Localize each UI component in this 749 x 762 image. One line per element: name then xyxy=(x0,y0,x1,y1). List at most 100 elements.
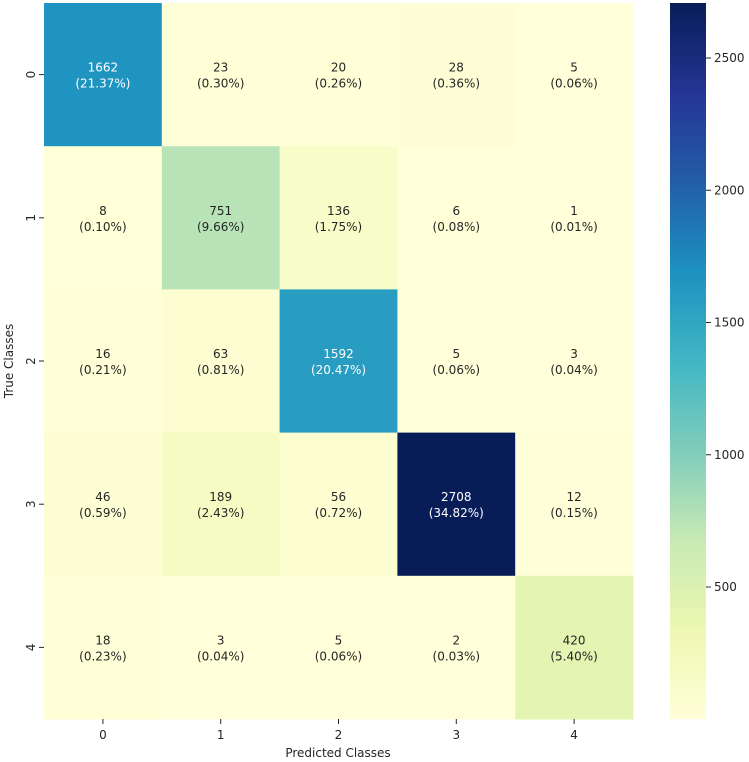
cell-count-label: 136 xyxy=(327,204,350,218)
x-tick-label: 0 xyxy=(99,728,107,742)
heatmap-cell xyxy=(397,289,516,434)
cell-percent-label: (0.08%) xyxy=(433,220,480,234)
heatmap-cell xyxy=(44,146,163,290)
y-tick-label: 3 xyxy=(24,500,38,508)
cell-percent-label: (20.47%) xyxy=(311,363,366,377)
cell-percent-label: (0.81%) xyxy=(197,363,244,377)
heatmap-cell xyxy=(44,432,163,577)
heatmap-cell xyxy=(44,289,163,434)
cell-percent-label: (5.40%) xyxy=(550,649,597,663)
cell-percent-label: (0.15%) xyxy=(550,506,597,520)
cell-percent-label: (1.75%) xyxy=(315,220,362,234)
cell-count-label: 751 xyxy=(209,204,232,218)
cell-count-label: 16 xyxy=(95,347,110,361)
x-tick-label: 3 xyxy=(452,728,460,742)
cell-count-label: 3 xyxy=(217,633,225,647)
cell-count-label: 63 xyxy=(213,347,228,361)
cell-count-label: 56 xyxy=(331,490,346,504)
heatmap-cells xyxy=(44,3,634,720)
heatmap-cell xyxy=(44,575,163,720)
cell-count-label: 1662 xyxy=(88,61,119,75)
cell-percent-label: (0.26%) xyxy=(315,77,362,91)
heatmap-cell xyxy=(279,146,398,290)
cell-percent-label: (9.66%) xyxy=(197,220,244,234)
cell-percent-label: (0.06%) xyxy=(433,363,480,377)
heatmap-cell xyxy=(44,3,163,147)
x-tick-label: 4 xyxy=(570,728,578,742)
cell-count-label: 28 xyxy=(449,61,464,75)
heatmap-cell xyxy=(279,289,398,434)
colorbar-tick-label: 500 xyxy=(714,580,737,594)
cell-percent-label: (0.04%) xyxy=(197,649,244,663)
cell-count-label: 420 xyxy=(563,633,586,647)
cell-count-label: 12 xyxy=(566,490,581,504)
heatmap-cell xyxy=(515,575,634,720)
y-axis-ticks: 0 1 2 3 4 xyxy=(24,71,44,651)
heatmap-cell xyxy=(279,575,398,720)
colorbar-ticks: 500 1000 1500 2000 2500 xyxy=(706,51,745,594)
y-tick-label: 4 xyxy=(24,644,38,652)
cell-count-label: 1 xyxy=(570,204,578,218)
colorbar-tick-label: 2000 xyxy=(714,183,745,197)
cell-percent-label: (0.23%) xyxy=(79,649,126,663)
cell-percent-label: (21.37%) xyxy=(75,77,130,91)
heatmap-cell xyxy=(397,3,516,147)
cell-count-label: 23 xyxy=(213,61,228,75)
cell-count-label: 5 xyxy=(452,347,460,361)
cell-percent-label: (2.43%) xyxy=(197,506,244,520)
heatmap-cell xyxy=(515,3,634,147)
cell-count-label: 2708 xyxy=(441,490,472,504)
colorbar-tick-label: 1000 xyxy=(714,448,745,462)
cell-count-label: 5 xyxy=(570,61,578,75)
x-axis-title: Predicted Classes xyxy=(285,746,390,760)
cell-count-label: 1592 xyxy=(323,347,354,361)
cell-percent-label: (0.30%) xyxy=(197,77,244,91)
cell-count-label: 8 xyxy=(99,204,107,218)
heatmap-cell-labels: 1662(21.37%)23(0.30%)20(0.26%)28(0.36%)5… xyxy=(75,61,598,664)
colorbar-tick-label: 1500 xyxy=(714,316,745,330)
heatmap-cell xyxy=(161,575,281,720)
heatmap-cell xyxy=(279,432,398,577)
heatmap-cell xyxy=(161,146,281,290)
y-tick-label: 1 xyxy=(24,214,38,222)
cell-count-label: 2 xyxy=(452,633,460,647)
heatmap-cell xyxy=(515,146,634,290)
cell-percent-label: (0.04%) xyxy=(550,363,597,377)
heatmap-cell xyxy=(397,146,516,290)
y-tick-label: 0 xyxy=(24,71,38,79)
cell-count-label: 3 xyxy=(570,347,578,361)
heatmap-cell xyxy=(279,3,398,147)
cell-percent-label: (0.36%) xyxy=(433,77,480,91)
cell-percent-label: (0.06%) xyxy=(315,649,362,663)
cell-percent-label: (0.01%) xyxy=(550,220,597,234)
heatmap-cell xyxy=(161,432,281,577)
cell-percent-label: (0.06%) xyxy=(550,77,597,91)
heatmap-cell xyxy=(161,3,281,147)
cell-count-label: 18 xyxy=(95,633,110,647)
cell-percent-label: (0.03%) xyxy=(433,649,480,663)
x-tick-label: 2 xyxy=(335,728,343,742)
cell-count-label: 20 xyxy=(331,61,346,75)
y-tick-label: 2 xyxy=(24,357,38,365)
cell-count-label: 6 xyxy=(452,204,460,218)
cell-percent-label: (0.10%) xyxy=(79,220,126,234)
heatmap-cell xyxy=(515,289,634,434)
cell-percent-label: (0.21%) xyxy=(79,363,126,377)
heatmap-cell xyxy=(161,289,281,434)
x-axis-ticks: 0 1 2 3 4 xyxy=(99,719,578,742)
heatmap-cell xyxy=(397,575,516,720)
x-tick-label: 1 xyxy=(217,728,225,742)
cell-count-label: 189 xyxy=(209,490,232,504)
heatmap-cell xyxy=(397,432,516,577)
cell-percent-label: (34.82%) xyxy=(429,506,484,520)
cell-count-label: 46 xyxy=(95,490,110,504)
colorbar xyxy=(670,3,706,719)
y-axis-title: True Classes xyxy=(2,324,16,400)
colorbar-tick-label: 2500 xyxy=(714,51,745,65)
cell-percent-label: (0.72%) xyxy=(315,506,362,520)
cell-percent-label: (0.59%) xyxy=(79,506,126,520)
heatmap-cell xyxy=(515,432,634,577)
cell-count-label: 5 xyxy=(335,633,343,647)
